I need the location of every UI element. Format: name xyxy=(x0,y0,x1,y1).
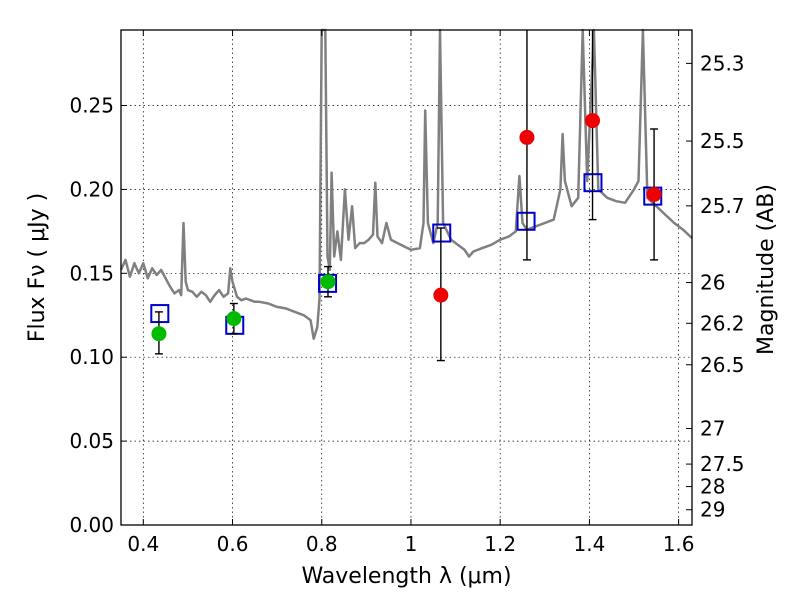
y2-tick-label: 26.5 xyxy=(700,353,745,377)
observed-photometry-point xyxy=(226,311,242,327)
y2-tick-label: 27.5 xyxy=(700,452,745,476)
y2-tick-label: 29 xyxy=(700,498,725,522)
y2-tick-label: 27 xyxy=(700,417,725,441)
x-tick-label: 1.2 xyxy=(484,532,516,556)
model-spectrum-line xyxy=(119,28,693,340)
y2-axis-label: Magnitude (AB) xyxy=(754,184,779,355)
x-tick-label: 1 xyxy=(405,532,418,556)
y2-tick-label: 26 xyxy=(700,271,725,295)
axis-ticks: 0.4 0.6 0.8 1 1.2 1.4 1.6 0.00 0.05 0.10 0.15 0.20 0… xyxy=(69,30,745,556)
y2-tick-label: 25.5 xyxy=(700,129,745,153)
y-tick-label: 0.10 xyxy=(69,345,114,369)
model-photometry-square xyxy=(432,223,452,243)
x-tick-label: 0.6 xyxy=(217,532,249,556)
y-tick-label: 0.25 xyxy=(69,94,114,118)
x-tick-label: 1.4 xyxy=(573,532,605,556)
y-tick-label: 0.20 xyxy=(69,177,114,201)
observed-photometry-point xyxy=(646,186,662,202)
observed-photometry-point xyxy=(519,129,535,145)
y-axis-label: Flux Fν ( μJy ) xyxy=(25,193,50,342)
y-tick-label: 0.05 xyxy=(69,429,114,453)
observed-photometry-point xyxy=(151,326,167,342)
y2-tick-label: 25.7 xyxy=(700,194,745,218)
y2-tick-label: 26.2 xyxy=(700,311,745,335)
grid xyxy=(121,30,692,526)
observed-photometry-point xyxy=(320,274,336,290)
x-tick-label: 1.6 xyxy=(663,532,695,556)
y2-tick-label: 28 xyxy=(700,475,725,499)
plot-frame xyxy=(120,29,693,526)
y-tick-label: 0.00 xyxy=(69,513,114,537)
observed-photometry-point xyxy=(585,113,601,129)
observed-photometry-point xyxy=(433,287,449,303)
y-tick-label: 0.15 xyxy=(69,261,114,285)
y2-tick-label: 25.3 xyxy=(700,51,745,75)
x-tick-label: 0.4 xyxy=(127,532,159,556)
data-markers xyxy=(150,30,663,362)
x-axis-label: Wavelength λ (μm) xyxy=(301,564,511,589)
model-photometry-square xyxy=(150,304,170,324)
x-tick-label: 0.8 xyxy=(306,532,338,556)
model-photometry-square xyxy=(516,211,536,231)
spectrum-line xyxy=(119,28,693,340)
